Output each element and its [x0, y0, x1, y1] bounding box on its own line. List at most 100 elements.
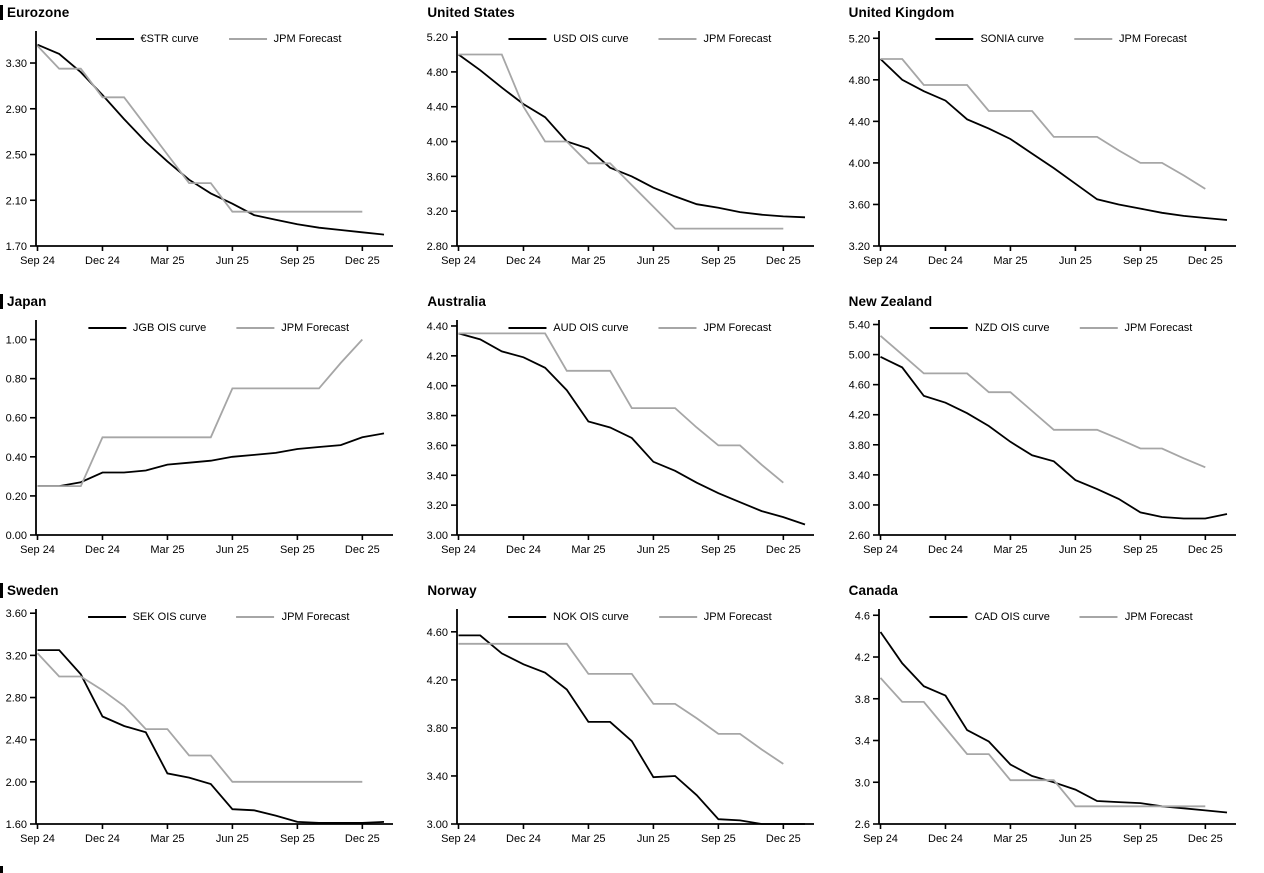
legend-label: AUD OIS curve	[553, 322, 629, 334]
legend-item-market: NOK OIS curve	[508, 611, 629, 623]
chart-svg: 1.00 0.80 0.60 0.40 0.20 0.00 Sep 24 Dec 24 Mar …	[6, 320, 393, 556]
panel-title-text: United Kingdom	[848, 4, 955, 20]
y-tick-label: 2.40	[6, 735, 27, 747]
series-line-forecast	[458, 332, 785, 484]
legend: USD OIS curve JPM Forecast	[508, 33, 771, 45]
legend-label: JPM Forecast	[703, 611, 772, 623]
x-tick-label: Dec 25	[345, 255, 380, 267]
series-line-market	[37, 432, 385, 488]
legend-item-forecast: JPM Forecast	[658, 611, 772, 623]
x-tick-label: Dec 24	[85, 255, 120, 267]
legend: €STR curve JPM Forecast	[95, 33, 342, 45]
x-tick-label: Jun 25	[216, 544, 249, 556]
legend-item-market: USD OIS curve	[508, 33, 628, 45]
legend-line-sample-market	[508, 327, 547, 329]
y-tick-label: 3.60	[848, 199, 869, 211]
legend: CAD OIS curve JPM Forecast	[929, 611, 1193, 623]
x-tick-label: Sep 25	[701, 255, 736, 267]
legend-label: NZD OIS curve	[974, 322, 1050, 334]
y-tick-label: 2.80	[427, 241, 448, 253]
chart-panel-sweden: Sweden 3.60 3.20 2.80 2.40 2.00 1.60 Sep 24 Dec …	[0, 578, 421, 867]
series-line-market	[37, 649, 385, 824]
legend-label: €STR curve	[140, 33, 199, 45]
chart-area: 5.40 5.00 4.60 4.20 3.80 3.40 3.00 2.60 Sep 24 De…	[843, 310, 1264, 560]
legend-label: SONIA curve	[980, 33, 1045, 45]
y-tick-label: 2.10	[6, 195, 27, 207]
legend-line-sample-market	[508, 38, 547, 40]
legend-item-market: NZD OIS curve	[929, 322, 1050, 334]
y-tick-label: 3.60	[427, 440, 448, 452]
x-tick-label: Dec 25	[766, 255, 801, 267]
legend-label: JPM Forecast	[281, 322, 350, 334]
y-tick-label: 3.60	[427, 171, 448, 183]
y-tick-label: 4.00	[427, 381, 448, 393]
x-tick-label: Sep 25	[280, 255, 315, 267]
panel-title: Norway	[421, 578, 842, 599]
x-tick-label: Mar 25	[150, 255, 184, 267]
legend-item-forecast: JPM Forecast	[236, 322, 349, 334]
series-line-forecast	[458, 53, 784, 230]
y-tick-label: 1.70	[6, 241, 27, 253]
x-tick-label: Sep 24	[441, 255, 476, 267]
y-tick-label: 3.80	[848, 440, 869, 452]
y-tick-label: 4.20	[427, 351, 448, 363]
legend-line-sample-forecast	[658, 616, 697, 618]
x-tick-label: Jun 25	[637, 544, 670, 556]
y-tick-label: 3.20	[6, 650, 27, 662]
chart-svg: 4.60 4.20 3.80 3.40 3.00 Sep 24 Dec 24 Mar 25 Ju…	[427, 609, 815, 845]
series-line-forecast	[458, 642, 785, 765]
legend-item-market: JGB OIS curve	[87, 322, 206, 334]
panel-title-text: Sweden	[7, 582, 59, 598]
x-tick-label: Dec 24	[928, 544, 963, 556]
panel-title: Sweden	[0, 578, 421, 599]
x-tick-label: Jun 25	[1059, 544, 1092, 556]
series-line-forecast	[36, 652, 363, 783]
panel-title-text: Canada	[848, 582, 899, 598]
legend-label: JPM Forecast	[1119, 33, 1187, 45]
y-tick-label: 3.20	[427, 500, 448, 512]
x-tick-label: Dec 24	[506, 255, 541, 267]
legend-label: JPM Forecast	[273, 33, 342, 45]
legend-item-market: SEK OIS curve	[87, 611, 207, 623]
chart-panel-eurozone: Eurozone 3.30 2.90 2.50 2.10 1.70 Sep 24 Dec 24…	[0, 0, 421, 289]
x-tick-label: Jun 25	[637, 833, 670, 845]
y-tick-label: 3.40	[848, 470, 869, 482]
panel-title-text: New Zealand	[848, 293, 933, 309]
chart-panel-united-states: United States 5.20 4.80 4.40 4.00 3.60 3.20 2.8…	[421, 0, 842, 289]
x-tick-label: Mar 25	[572, 833, 606, 845]
chart-svg: 3.60 3.20 2.80 2.40 2.00 1.60 Sep 24 Dec 24 Mar …	[6, 608, 393, 845]
x-tick-label: Sep 24	[20, 544, 55, 556]
y-tick-label: 4.20	[427, 675, 448, 687]
x-tick-label: Dec 24	[928, 255, 963, 267]
x-tick-label: Sep 25	[1123, 544, 1158, 556]
legend-item-market: €STR curve	[95, 33, 199, 45]
panel-title-text: Eurozone	[7, 4, 70, 20]
y-tick-label: 4.00	[427, 137, 448, 149]
y-tick-label: 3.30	[6, 58, 27, 70]
x-tick-label: Jun 25	[637, 255, 670, 267]
series-line-market	[879, 355, 1227, 520]
legend-item-forecast: JPM Forecast	[1074, 33, 1187, 45]
x-tick-label: Dec 24	[506, 544, 541, 556]
x-tick-label: Sep 25	[1123, 833, 1158, 845]
legend-label: JPM Forecast	[281, 611, 350, 623]
chart-area: 4.6 4.2 3.8 3.4 3.0 2.6 Sep 24 Dec 24 Mar 25 Jun …	[843, 599, 1264, 849]
legend-item-market: SONIA curve	[935, 33, 1044, 45]
y-tick-label: 3.80	[427, 411, 448, 423]
legend-item-forecast: JPM Forecast	[228, 33, 342, 45]
x-tick-label: Sep 24	[863, 833, 898, 845]
legend-label: JPM Forecast	[1124, 611, 1193, 623]
legend: SEK OIS curve JPM Forecast	[87, 611, 350, 623]
x-tick-label: Mar 25	[993, 255, 1027, 267]
panel-title-text: United States	[427, 4, 515, 20]
series-line-forecast	[37, 338, 363, 488]
chart-area: 4.40 4.20 4.00 3.80 3.60 3.40 3.20 3.00 Sep 24 De…	[421, 310, 842, 560]
section-bar	[0, 582, 3, 598]
y-tick-label: 1.60	[6, 819, 27, 831]
x-tick-label: Sep 25	[701, 833, 736, 845]
y-tick-label: 2.00	[6, 777, 27, 789]
y-tick-label: 3.0	[854, 777, 869, 789]
x-tick-label: Sep 24	[441, 544, 476, 556]
